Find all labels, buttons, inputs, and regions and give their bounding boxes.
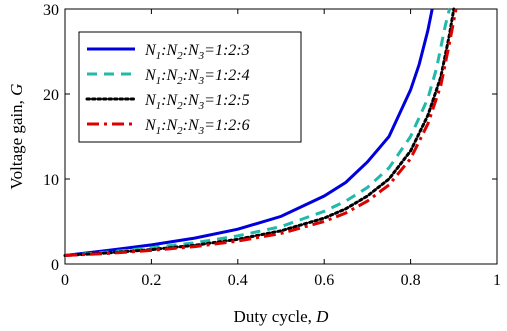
legend-label-part: 1 bbox=[156, 50, 162, 62]
series-layer bbox=[63, 7, 458, 257]
series-line-2 bbox=[64, 8, 451, 257]
legend-label: N1:N2:N3=1:2:3 bbox=[144, 42, 250, 62]
legend-label-part: =1:2:5 bbox=[204, 92, 249, 109]
legend-label-part: N bbox=[144, 92, 157, 109]
x-tick-label: 1 bbox=[493, 272, 501, 289]
legend-label-part: 2 bbox=[177, 75, 183, 87]
x-axis-label-text: Duty cycle, bbox=[234, 307, 312, 326]
x-tick-label: 0.2 bbox=[141, 272, 161, 289]
legend-label-part: N bbox=[144, 42, 157, 59]
legend-label-part: :N bbox=[161, 92, 178, 109]
x-tick-label: 0.6 bbox=[314, 272, 334, 289]
legend-label-part: 1 bbox=[156, 100, 162, 112]
legend-label-part: =1:2:3 bbox=[204, 42, 249, 59]
legend: N1:N2:N3=1:2:3N1:N2:N3=1:2:4N1:N2:N3=1:2… bbox=[78, 31, 302, 143]
y-axis-label-text: Voltage gain, bbox=[7, 100, 26, 189]
x-tick-label: 0.8 bbox=[401, 272, 421, 289]
legend-label-part: :N bbox=[161, 67, 178, 84]
legend-label-part: :N bbox=[183, 67, 200, 84]
series-line-4 bbox=[64, 8, 458, 257]
y-tick-label: 0 bbox=[51, 257, 59, 274]
y-tick-label: 20 bbox=[43, 87, 59, 104]
y-axis-label-var: G bbox=[7, 84, 26, 96]
x-axis-label-var: D bbox=[315, 307, 329, 326]
legend-label-part: :N bbox=[161, 42, 178, 59]
legend-label-part: :N bbox=[183, 42, 200, 59]
legend-label: N1:N2:N3=1:2:5 bbox=[144, 92, 250, 112]
legend-label-part: N bbox=[144, 67, 157, 84]
legend-label-part: 3 bbox=[198, 100, 205, 112]
legend-label-part: =1:2:6 bbox=[204, 117, 249, 134]
legend-label-part: 3 bbox=[198, 50, 205, 62]
legend-label: N1:N2:N3=1:2:4 bbox=[144, 67, 250, 87]
legend-label-part: 3 bbox=[198, 75, 205, 87]
y-tick-label: 30 bbox=[43, 2, 59, 19]
series-line-1 bbox=[64, 8, 434, 257]
y-tick-label: 10 bbox=[43, 172, 59, 189]
x-axis-label: Duty cycle, D bbox=[234, 307, 330, 326]
legend-label-part: :N bbox=[183, 117, 200, 134]
legend-label-part: =1:2:4 bbox=[204, 67, 249, 84]
x-tick-label: 0 bbox=[61, 272, 69, 289]
legend-label-part: 2 bbox=[177, 50, 183, 62]
legend-label-part: 3 bbox=[198, 125, 205, 137]
legend-label-part: 1 bbox=[156, 125, 162, 137]
legend-label-part: :N bbox=[183, 92, 200, 109]
legend-label-part: 1 bbox=[156, 75, 162, 87]
legend-label: N1:N2:N3=1:2:6 bbox=[144, 117, 250, 137]
y-axis-label: Voltage gain, G bbox=[7, 84, 26, 190]
legend-label-part: N bbox=[144, 117, 157, 134]
legend-label-part: 2 bbox=[177, 100, 183, 112]
x-tick-label: 0.4 bbox=[228, 272, 248, 289]
legend-label-part: :N bbox=[161, 117, 178, 134]
legend-label-part: 2 bbox=[177, 125, 183, 137]
